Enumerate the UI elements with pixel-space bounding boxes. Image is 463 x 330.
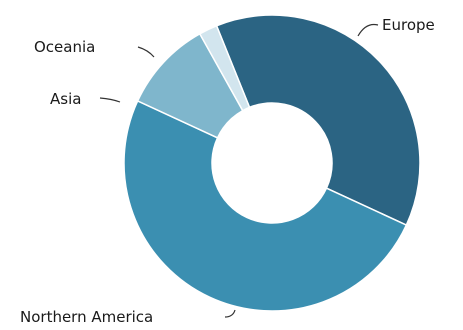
slice-oceania: [198, 24, 251, 112]
slice-label-asia: Asia: [50, 90, 81, 108]
chart-slices: [123, 14, 421, 312]
slice-northern-america: [123, 99, 408, 312]
leader-line-oceania: [137, 46, 155, 58]
leader-line-northern-america: [224, 309, 236, 318]
slice-label-northern-america: Northern America: [20, 308, 153, 326]
slice-label-europe: Europe: [382, 16, 435, 34]
leader-line-europe: [357, 23, 379, 37]
leader-line-asia: [99, 97, 121, 103]
slice-label-oceania: Oceania: [34, 38, 95, 56]
slice-europe: [215, 14, 421, 227]
